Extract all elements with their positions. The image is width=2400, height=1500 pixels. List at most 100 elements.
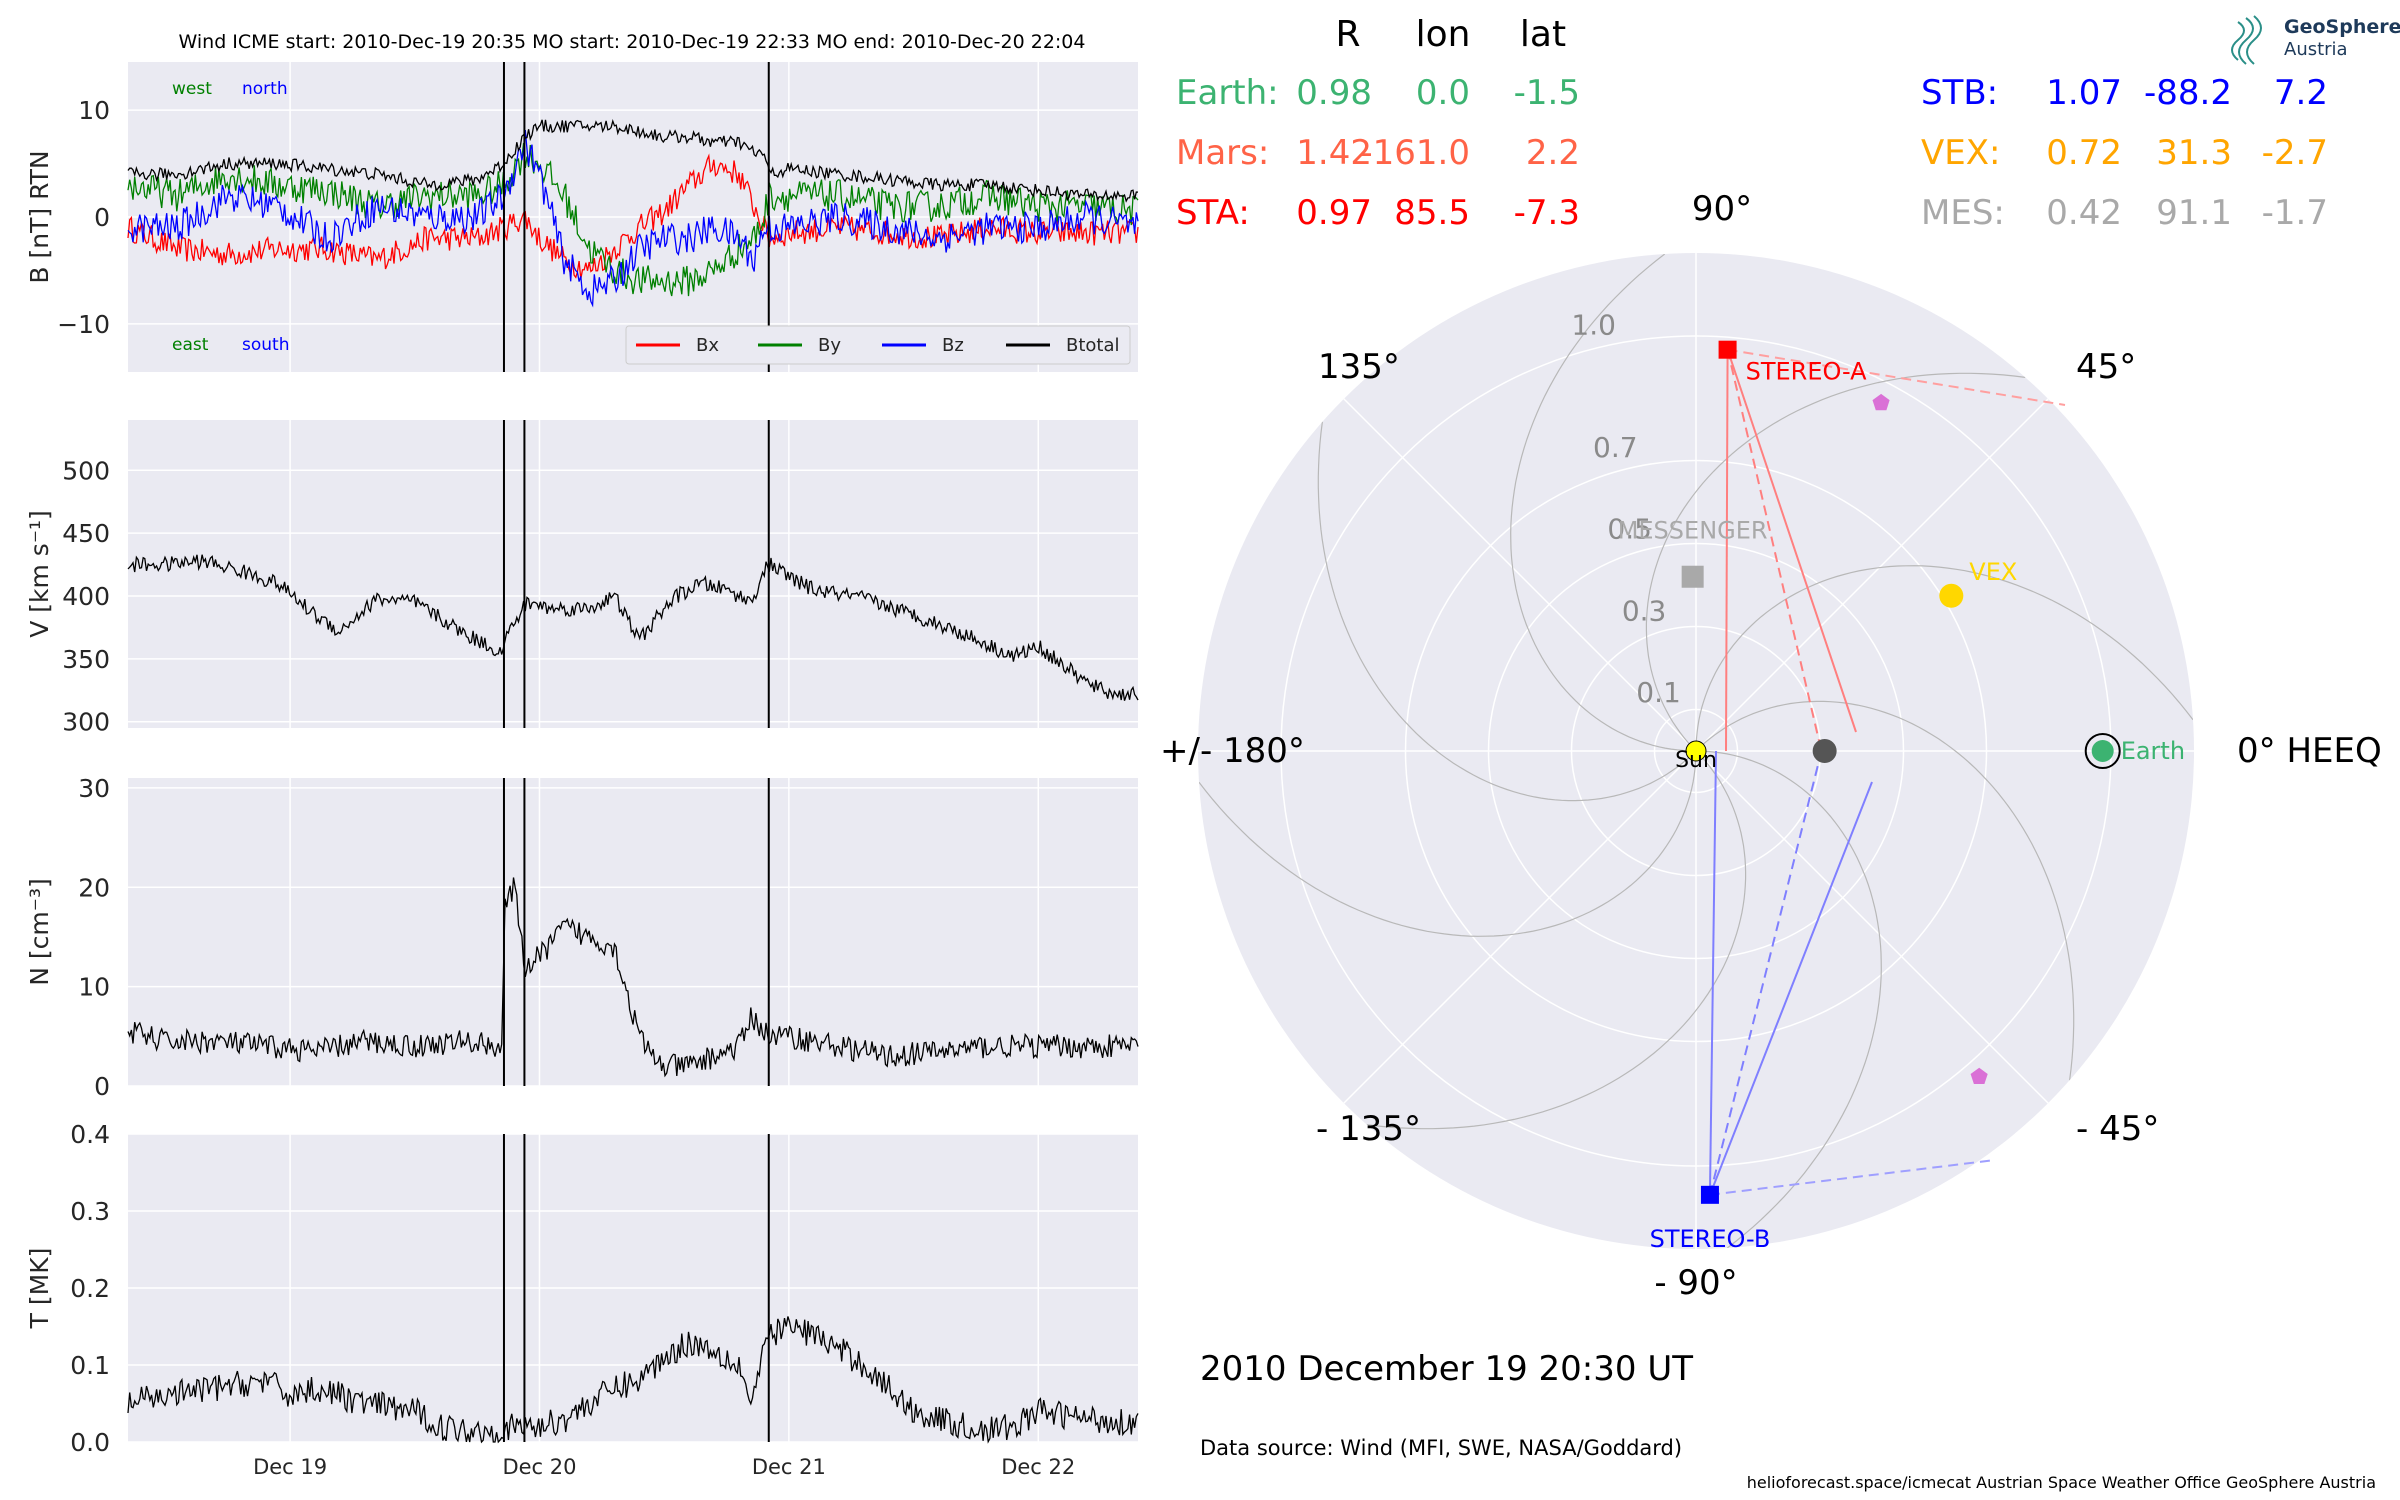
stereo-a-marker [1718,340,1737,359]
table-row-lat: -1.5 [1514,73,1580,113]
series-line [127,554,1139,701]
parker-spiral [1366,750,1747,1130]
vex-label: VEX [1969,558,2017,586]
series-bz-line [127,129,1139,308]
table-row-r: 0.72 [2046,133,2122,173]
bodies: Sun Earth STEREO-A STEREO-B VEX MESSENGER [1618,340,2185,1253]
logo: GeoSphere Austria [2231,15,2400,65]
earth-marker [2091,740,2114,762]
table-row-lon: 85.5 [1394,193,1470,233]
angle-label: 0° HEEQ [2237,731,2382,771]
table-row-lon: 31.3 [2156,133,2232,173]
table-row-lon: -161.0 [1360,133,1470,173]
panel-background [128,420,1138,728]
y-tick-label: 400 [62,582,110,611]
panel-3: 30 20 10 0 N [cm⁻³] [25,774,1139,1101]
timestamp: 2010 December 19 20:30 UT [1200,1349,1693,1389]
table-header: R [1335,14,1360,55]
y-axis-label: V [km s⁻¹] [25,510,54,638]
table-row-lat: -2.7 [2262,133,2328,173]
parker-spiral [1645,372,2026,752]
table-row-name: STA: [1176,193,1250,233]
y-tick-label: 0.3 [70,1197,110,1226]
y-tick-label: 10 [78,973,110,1002]
angular-gridline [1695,398,2049,752]
legend-label: Bz [942,335,964,356]
angle-label: - 45° [2076,1109,2159,1149]
table-row-r: 1.07 [2046,73,2122,113]
geosphere-logo-icon [2231,15,2262,65]
sta-fov-dashed [1726,349,1821,746]
panel-4: 0.4 0.3 0.2 0.1 0.0 T [MK] [25,1120,1139,1457]
y-tick-label: 500 [62,456,110,485]
angle-label: - 90° [1654,1263,1737,1303]
table-row-r: 0.97 [1296,193,1372,233]
angle-label: +/- 180° [1160,731,1305,771]
series-line [127,877,1139,1078]
table-row-r: 1.42 [1296,133,1372,173]
panel-2: 500 450 400 350 300 V [km s⁻¹] [25,420,1139,737]
data-source: Data source: Wind (MFI, SWE, NASA/Goddar… [1200,1436,1682,1460]
angle-label: 135° [1318,347,1400,387]
y-tick-label: 300 [62,708,110,737]
probe-1-marker [1872,393,1890,411]
angle-label: - 135° [1316,1109,1421,1149]
table-row-lat: -7.3 [1514,193,1580,233]
stereo-b-label: STEREO-B [1650,1225,1771,1253]
annotation-west: west [172,79,212,99]
y-tick-label: 0.1 [70,1351,110,1380]
parker-spirals [1198,253,2194,1249]
legend-box [625,325,1131,365]
angular-gridline [1695,750,2049,1104]
logo-line1: GeoSphere [2284,16,2400,38]
series-bx-line [127,153,1139,280]
table-row-r: 0.98 [1296,73,1372,113]
table-row-lon: -88.2 [2144,73,2232,113]
earth-ring [2084,733,2121,769]
legend: Bx By Bz Btotal [625,325,1131,365]
table-header: lat [1520,14,1566,55]
y-axis-label: T [MK] [25,1248,54,1330]
annotation-south: south [242,335,289,355]
sun-label: Sun [1675,748,1717,773]
time-series-panels: 10 0 −10B [nT] RTN west north east south Bx By Bz… [25,62,1139,1479]
table-header: lon [1416,14,1471,55]
y-tick-label: 0 [94,1072,110,1101]
parker-spiral [1695,565,2194,752]
table-row-r: 0.42 [2046,193,2122,233]
parker-spiral [1198,750,1697,937]
x-tick-label: Dec 21 [752,1455,826,1479]
table-row-name: MES: [1921,193,2005,233]
logo-line2: Austria [2284,39,2348,60]
angle-label: 90° [1692,189,1752,229]
y-tick-label: 0.4 [70,1120,110,1149]
table-row-name: Mars: [1176,133,1269,173]
y-tick-label: 20 [78,873,110,902]
y-tick-label: −10 [57,310,110,339]
table-row-lat: 2.2 [1526,133,1580,173]
y-axis-label: B [nT] RTN [25,150,54,283]
y-tick-label: 350 [62,645,110,674]
radial-tick-label: 0.7 [1593,431,1638,464]
table-row-lat: -1.7 [2262,193,2328,233]
x-tick-label: Dec 20 [502,1455,576,1479]
table-row-lat: 7.2 [2274,73,2328,113]
sun-marker [1685,740,1707,762]
stb-fov-dashed [1708,756,1821,1196]
radial-tick-label: 0.5 [1607,513,1652,546]
table-row-name: STB: [1921,73,1998,113]
y-tick-label: 30 [78,774,110,803]
field-of-view-lines [1708,348,2066,1196]
radial-tick-label: 0.1 [1636,676,1681,709]
radial-tick-label: 0.3 [1622,594,1667,627]
sta-fov-line [1726,349,1857,733]
chart-title: Wind ICME start: 2010-Dec-19 20:35 MO st… [179,31,1086,53]
legend-label: Btotal [1066,335,1120,356]
angular-gridline [1343,398,1697,752]
series-btotal-line [127,119,1139,203]
series-by-line [127,142,1139,297]
sta-fov-dashed [1727,348,2066,406]
y-tick-label: 0 [94,203,110,232]
